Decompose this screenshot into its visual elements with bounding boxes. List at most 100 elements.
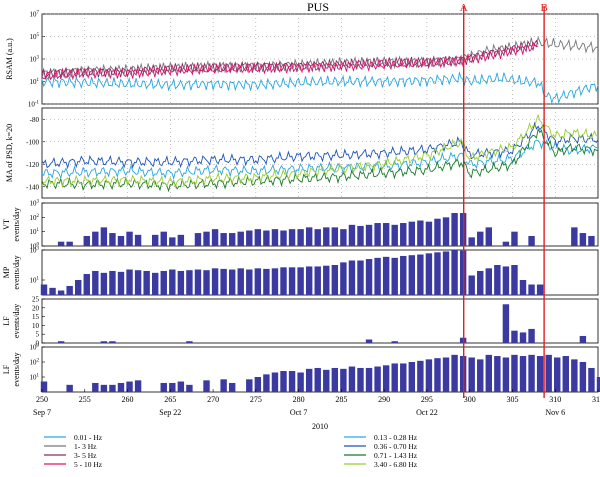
date-label: Oct 22 bbox=[416, 408, 438, 417]
bar bbox=[391, 341, 398, 343]
y-axis-label-unit: events/day bbox=[12, 304, 21, 338]
bar bbox=[434, 252, 441, 295]
y-tick-label: 101 bbox=[30, 374, 40, 382]
y-tick-label: -100 bbox=[26, 138, 39, 146]
bar bbox=[134, 234, 142, 246]
bar bbox=[434, 358, 441, 392]
legend-entry: 0.01 - Hz bbox=[74, 433, 103, 442]
bar bbox=[57, 341, 65, 343]
bar bbox=[109, 384, 116, 392]
bar bbox=[228, 233, 236, 246]
legend-entry: 0.71 - 1.43 Hz bbox=[374, 451, 418, 460]
bar bbox=[511, 231, 518, 246]
panel-frame bbox=[41, 298, 599, 344]
bar bbox=[280, 230, 287, 246]
bar bbox=[186, 270, 193, 295]
bar bbox=[169, 269, 176, 295]
bar bbox=[425, 253, 433, 295]
bar bbox=[66, 285, 73, 295]
bar bbox=[374, 257, 381, 295]
bar bbox=[340, 368, 347, 392]
legend: 0.01 - Hz1- 3 Hz3- 5 Hz5 - 10 Hz 0.13 - 0… bbox=[44, 433, 418, 469]
bar bbox=[382, 365, 390, 392]
legend-entry: 0.36 - 0.70 Hz bbox=[374, 442, 418, 451]
bar bbox=[519, 356, 527, 392]
y-tick-label: -140 bbox=[26, 183, 39, 191]
bar bbox=[451, 354, 458, 392]
bar bbox=[92, 382, 99, 392]
bar bbox=[314, 266, 321, 295]
bar bbox=[442, 217, 450, 246]
bar bbox=[305, 266, 313, 295]
bar bbox=[177, 381, 185, 392]
bar bbox=[288, 229, 296, 246]
series-0-13-0-28-hz bbox=[41, 139, 599, 181]
bar bbox=[280, 371, 287, 392]
bar bbox=[425, 221, 433, 246]
bar bbox=[237, 268, 244, 295]
y-tick-label: 5 bbox=[36, 331, 40, 339]
bar bbox=[417, 220, 424, 246]
date-label: Oct 7 bbox=[290, 408, 308, 417]
time-axis: 250 255 260 265 270 275 280 285 290 295 300 305 310 3… bbox=[33, 389, 600, 417]
bar bbox=[254, 229, 262, 246]
series-1-3-hz bbox=[41, 36, 599, 80]
bar bbox=[365, 224, 373, 246]
bar bbox=[288, 267, 296, 295]
bar bbox=[365, 259, 373, 295]
bar bbox=[468, 357, 475, 392]
bar bbox=[400, 363, 407, 392]
bar bbox=[391, 224, 398, 246]
bar bbox=[169, 237, 176, 246]
x-tick-label: 255 bbox=[79, 395, 91, 404]
bar bbox=[57, 290, 65, 295]
x-tick-label: 265 bbox=[164, 395, 176, 404]
bar bbox=[451, 213, 458, 246]
bar bbox=[66, 384, 73, 392]
bar bbox=[134, 270, 142, 295]
panel-mp: 101 103 MP events/day bbox=[2, 247, 599, 296]
figure-title: PUS bbox=[307, 0, 329, 14]
bar bbox=[160, 231, 167, 246]
bar bbox=[494, 356, 501, 392]
legend-entry: 0.13 - 0.28 Hz bbox=[374, 433, 418, 442]
bar bbox=[305, 368, 313, 392]
x-tick-label: 285 bbox=[335, 395, 347, 404]
bar bbox=[297, 372, 304, 392]
bar bbox=[596, 377, 600, 392]
bar bbox=[83, 235, 90, 246]
bar bbox=[494, 265, 501, 295]
bar bbox=[109, 233, 116, 246]
bar bbox=[211, 229, 219, 246]
bar bbox=[425, 359, 433, 392]
bar bbox=[177, 270, 185, 295]
bar bbox=[442, 357, 450, 392]
bar bbox=[502, 304, 510, 343]
series-5-10-hz bbox=[41, 41, 539, 81]
bar bbox=[203, 270, 210, 295]
bar bbox=[391, 257, 398, 295]
y-tick-label: 101 bbox=[30, 78, 40, 86]
x-tick-label: 315 bbox=[592, 395, 600, 404]
date-label: Nov 6 bbox=[545, 408, 565, 417]
marker-label-a: A bbox=[460, 2, 468, 14]
bar bbox=[588, 235, 595, 246]
bar bbox=[502, 266, 510, 295]
y-tick-label: 100 bbox=[30, 243, 40, 251]
bar bbox=[417, 360, 424, 392]
y-axis-label: LF bbox=[2, 364, 11, 374]
bar bbox=[203, 380, 210, 392]
legend-entry: 3.40 - 6.80 Hz bbox=[374, 460, 418, 469]
y-axis-label: LF bbox=[2, 316, 11, 326]
bar bbox=[254, 268, 262, 295]
bar bbox=[57, 241, 65, 246]
bar bbox=[271, 268, 279, 295]
bar bbox=[468, 237, 475, 246]
bar bbox=[323, 227, 330, 246]
bar bbox=[246, 379, 253, 392]
bar bbox=[357, 260, 364, 295]
y-axis-label: RSAM (a.u.) bbox=[5, 38, 14, 80]
